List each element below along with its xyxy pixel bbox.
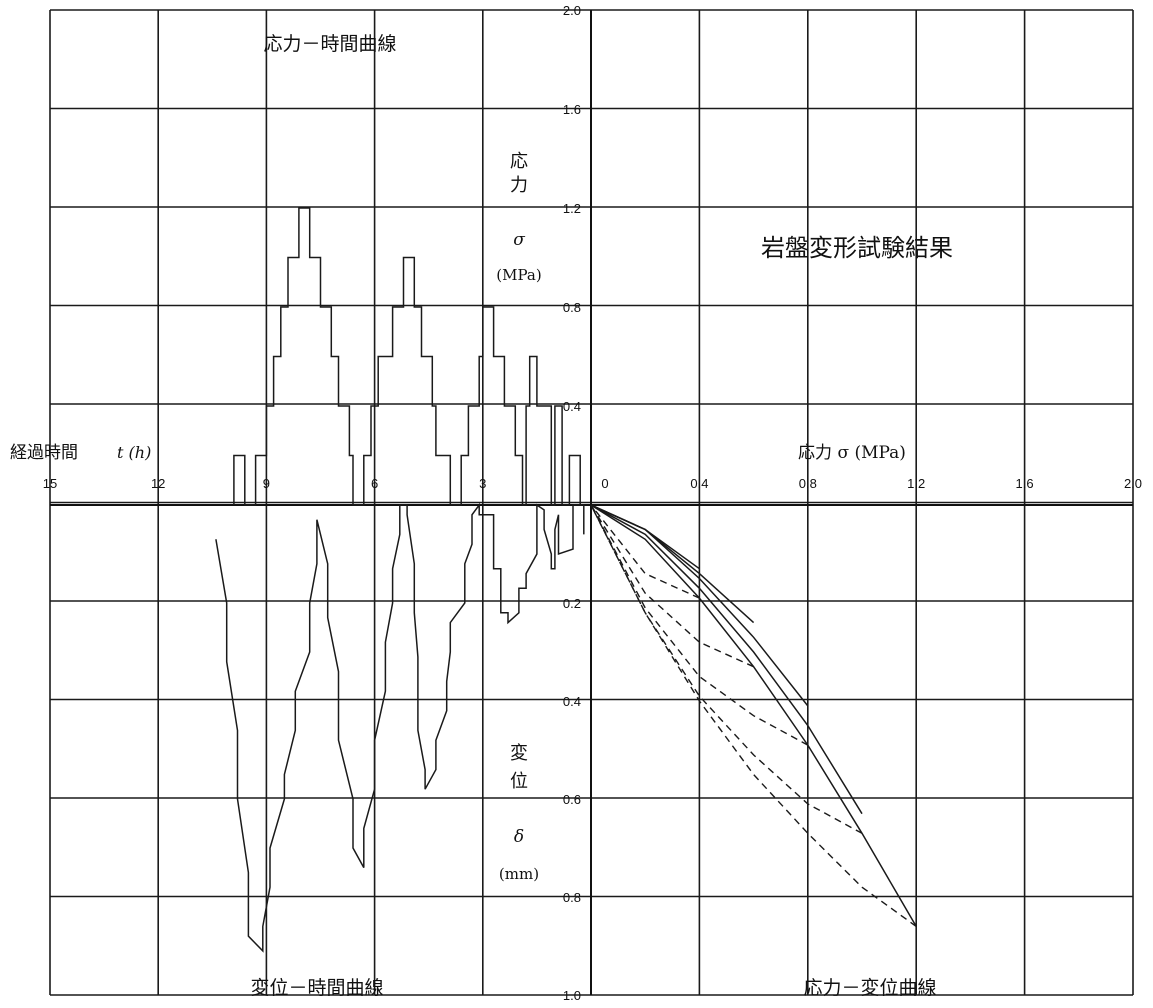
- elapsed-time-symbol: t (h): [117, 443, 151, 462]
- unloading-curve: [590, 504, 754, 668]
- stress-axis-tick-label: 0.8: [799, 476, 817, 491]
- stress-vertical-label-2: 力: [510, 175, 528, 196]
- stress-tick-label: 0.4: [563, 399, 581, 414]
- displacement-tick-label: 0.6: [563, 792, 581, 807]
- stress-unit-label: (MPa): [496, 266, 541, 284]
- disp-unit-label: (mm): [499, 865, 539, 883]
- stress-axis-tick-label: 2.0: [1124, 476, 1142, 491]
- displacement-tick-label: 1.0: [563, 988, 581, 1003]
- main-title: 岩盤変形試験結果: [761, 234, 953, 262]
- time-tick-label: 3: [479, 476, 486, 491]
- elapsed-time-label: 経過時間: [10, 443, 78, 463]
- stress-tick-label: 0.8: [563, 300, 581, 315]
- stress-vertical-label-1: 応: [510, 151, 528, 172]
- displacement-time-series: [215, 502, 585, 953]
- stress-sigma-symbol: σ: [513, 230, 525, 250]
- unloading-curve: [590, 504, 700, 599]
- time-tick-label: 6: [371, 476, 378, 491]
- time-tick-label: 9: [263, 476, 270, 491]
- unloading-curve: [590, 504, 863, 834]
- time-tick-label: 15: [43, 476, 57, 491]
- tick-labels: 15 12 9 6 3 0.4 0.8 1.2 1.6 2.0 0.2 0.4 0.6 0.8 1.0 0 0.…: [43, 3, 1142, 1003]
- chart-grid: [49, 9, 1134, 996]
- disp-vertical-label-2: 位: [510, 771, 528, 792]
- stress-axis-label: 応力 σ (MPa): [798, 443, 906, 463]
- disp-delta-symbol: δ: [514, 827, 524, 847]
- stress-axis-tick-label: 0: [601, 476, 608, 491]
- stress-tick-label: 2.0: [563, 3, 581, 18]
- stress-time-title: 応力－時間曲線: [263, 33, 396, 55]
- disp-time-title: 変位－時間曲線: [250, 977, 383, 999]
- stress-tick-label: 1.6: [563, 102, 581, 117]
- data-traces: [215, 207, 917, 953]
- time-tick-label: 12: [151, 476, 165, 491]
- stress-axis-tick-label: 1.2: [907, 476, 925, 491]
- stress-disp-title: 応力－変位曲線: [803, 977, 936, 999]
- displacement-tick-label: 0.4: [563, 694, 581, 709]
- displacement-tick-label: 0.2: [563, 596, 581, 611]
- disp-vertical-label-1: 変: [510, 743, 528, 764]
- unloading-curve: [590, 504, 917, 927]
- stress-axis-tick-label: 0.4: [690, 476, 708, 491]
- stress-time-series: [233, 207, 581, 506]
- displacement-tick-label: 0.8: [563, 890, 581, 905]
- loading-curve: [590, 504, 700, 570]
- loading-curve: [590, 504, 755, 624]
- stress-tick-label: 1.2: [563, 201, 581, 216]
- stress-axis-tick-label: 1.6: [1016, 476, 1034, 491]
- loading-curve: [590, 504, 863, 815]
- unloading-curve: [590, 504, 809, 746]
